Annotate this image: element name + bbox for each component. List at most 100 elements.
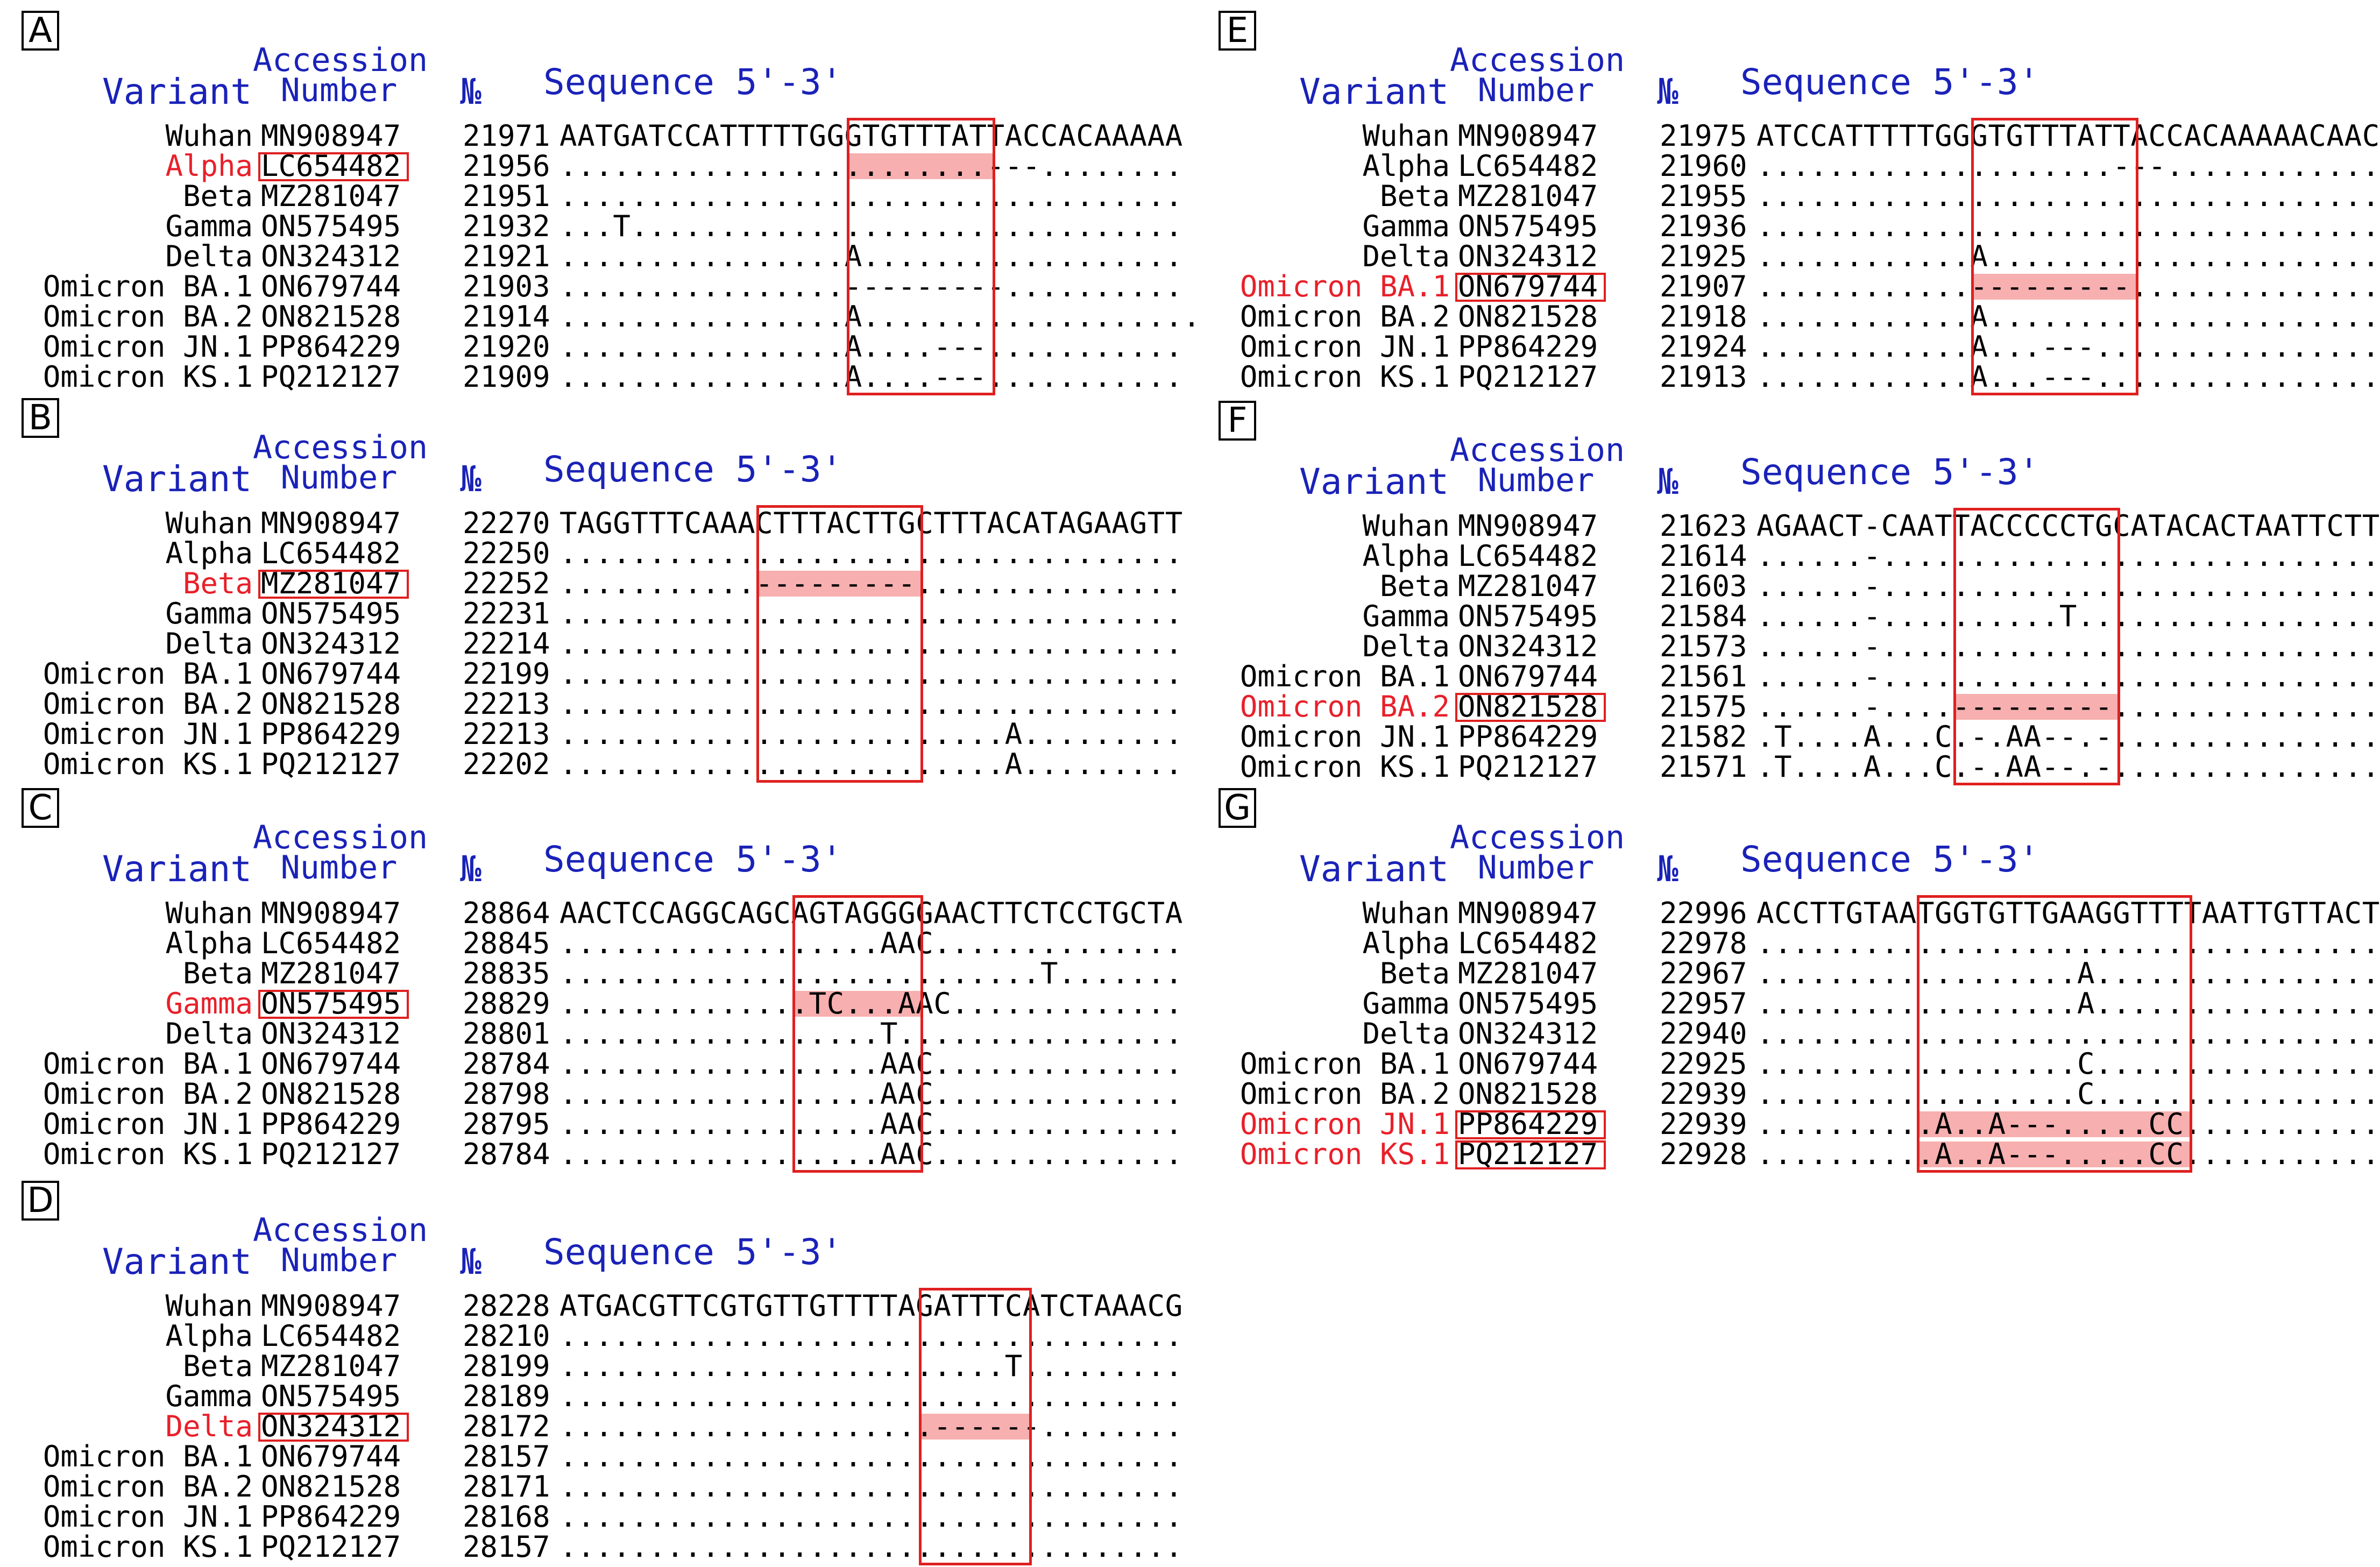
accession-number: LC654482 xyxy=(261,149,401,183)
accession-number: PQ212127 xyxy=(1458,360,1598,394)
sequence: ......-............................ xyxy=(1756,629,2380,663)
accession-number: MN908947 xyxy=(1458,509,1598,543)
accession-number: ON821528 xyxy=(261,687,401,721)
header-variant: Variant xyxy=(102,1241,252,1282)
header-variant: Variant xyxy=(1299,461,1449,502)
variant-name: Omicron BA.2 xyxy=(42,300,253,334)
accession-number: LC654482 xyxy=(261,536,401,570)
variant-name: Beta xyxy=(182,566,253,600)
sequence: ...T............................... xyxy=(559,209,1183,243)
sequence: ......-............................ xyxy=(1756,539,2380,573)
highlight-fill xyxy=(848,153,994,179)
sequence: .T....A...C.-.AA--.-............... xyxy=(1756,720,2380,754)
variant-name: Gamma xyxy=(1362,209,1450,243)
variant-name: Wuhan xyxy=(165,119,253,153)
alignment-row: Beta MZ281047 22967 ..................A....… xyxy=(1219,956,2379,990)
accession-number: LC654482 xyxy=(1458,926,1598,960)
alignment-row: Gamma ON575495 21584 ......-..........T....… xyxy=(1219,601,2379,632)
alignment-row: Delta ON324312 21925 ............A.........… xyxy=(1219,242,2379,272)
variant-name: Omicron BA.2 xyxy=(1239,1077,1450,1111)
panel-f: F Variant Accession Number № Sequence 5'-3' Wu… xyxy=(1219,401,2379,785)
position-number: 28798 xyxy=(463,1077,550,1111)
header-accession-number: Number xyxy=(280,1242,398,1279)
alignment-row: Omicron BA.2 ON821528 21918 ............A..… xyxy=(1219,302,2379,332)
header-variant: Variant xyxy=(102,458,252,500)
variant-name: Omicron BA.2 xyxy=(42,1077,253,1111)
header-accession: Accession xyxy=(253,819,428,856)
accession-number: PQ212127 xyxy=(261,360,401,394)
position-number: 22939 xyxy=(1660,1077,1747,1111)
alignment-row: Omicron BA.1 ON679744 21907 ............---… xyxy=(1219,272,2379,302)
sequence: ................A....---........... xyxy=(559,330,1183,364)
variant-name: Alpha xyxy=(1362,539,1450,573)
sequence: ACCTTGTAATGGTGTTGAAGGTTTTAATTGTTACT xyxy=(1756,896,2380,930)
panel-label: C xyxy=(22,788,59,828)
alignment-row: Alpha LC654482 28845 ..................AAC.… xyxy=(22,928,1182,959)
accession-number: MN908947 xyxy=(261,119,401,153)
variant-name: Gamma xyxy=(165,987,253,1020)
sequence: ................................... xyxy=(1756,179,2380,213)
sequence: ................................... xyxy=(559,179,1183,213)
alignment-row: Omicron BA.2 ON821528 28798...............… xyxy=(22,1077,1182,1111)
position-number: 22996 xyxy=(1660,896,1747,930)
position-number: 21932 xyxy=(463,209,550,243)
sequence: ................A....---........... xyxy=(559,360,1183,394)
accession-number: MZ281047 xyxy=(261,1349,401,1383)
sequence: ............A...................... xyxy=(1756,300,2380,334)
sequence-region-box xyxy=(1971,118,2138,395)
variant-name: Delta xyxy=(1362,1017,1450,1051)
position-number: 22214 xyxy=(463,627,550,661)
accession-number: ON679744 xyxy=(1458,1047,1598,1081)
sequence: AATGATCCATTTTTGGGTGTTTATTACCACAAAAA xyxy=(559,119,1183,153)
alignment-row: Alpha LC654482 21960 ....................--… xyxy=(1219,149,2379,183)
variant-name: Omicron BA.1 xyxy=(1239,660,1450,693)
accession-highlight-box xyxy=(1455,273,1606,302)
position-number: 22967 xyxy=(1660,956,1747,990)
alignment-row: Gamma ON575495 21932 ...T..................… xyxy=(22,209,1182,243)
alignment-row: Gamma ON575495 28189......................… xyxy=(22,1381,1182,1412)
position-number: 22925 xyxy=(1660,1047,1747,1081)
sequence: ..................A................ xyxy=(1756,987,2380,1020)
sequence: ..............TC...AAC............. xyxy=(559,987,1183,1020)
accession-number: MN908947 xyxy=(261,896,401,930)
sequence: ..................AAC.............. xyxy=(559,1077,1183,1111)
variant-name: Alpha xyxy=(1362,149,1450,183)
position-number: 22199 xyxy=(463,657,550,691)
highlight-fill xyxy=(1919,1141,2191,1167)
position-number: 22957 xyxy=(1660,987,1747,1020)
header-accession: Accession xyxy=(253,41,428,79)
alignment-row: Omicron BA.1 ON679744 28157...............… xyxy=(22,1442,1182,1472)
panel-label: A xyxy=(22,11,59,51)
header-variant: Variant xyxy=(102,848,252,890)
accession-number: ON575495 xyxy=(261,597,401,630)
sequence: ..........A..A---.....CC........... xyxy=(1756,1107,2380,1141)
position-number: 21914 xyxy=(463,300,550,334)
header-sequence: Sequence 5'-3' xyxy=(1740,61,2040,103)
header-accession: Accession xyxy=(1450,819,1625,856)
sequence: ......-..........T................. xyxy=(1756,599,2380,633)
accession-number: MZ281047 xyxy=(1458,569,1598,603)
variant-name: Omicron KS.1 xyxy=(42,360,253,394)
accession-number: PP864229 xyxy=(261,330,401,364)
position-number: 21920 xyxy=(463,330,550,364)
position-number: 21971 xyxy=(463,119,550,153)
position-number: 28784 xyxy=(463,1137,550,1171)
alignment-row: Omicron KS.1 PQ212127 22928 ..........A..A-… xyxy=(1219,1139,2379,1169)
sequence: .........................T......... xyxy=(559,1349,1183,1383)
alignment-row: Delta ON324312 28172 .....................-… xyxy=(22,1412,1182,1442)
variant-name: Omicron KS.1 xyxy=(1239,360,1450,394)
variant-name: Omicron BA.2 xyxy=(42,1470,253,1504)
header-accession: Accession xyxy=(1450,431,1625,469)
sequence: .....................------........ xyxy=(559,1409,1183,1443)
position-number: 21603 xyxy=(1660,569,1747,603)
position-number: 28835 xyxy=(463,956,550,990)
highlight-fill xyxy=(1919,1111,2191,1137)
panel-label: B xyxy=(22,398,59,438)
header-accession-number: Number xyxy=(1477,462,1595,499)
accession-number: ON324312 xyxy=(261,627,401,661)
sequence: ..................A................ xyxy=(1756,956,2380,990)
header-accession-number: Number xyxy=(280,459,398,497)
sequence: ................................... xyxy=(559,536,1183,570)
variant-name: Omicron BA.1 xyxy=(1239,1047,1450,1081)
alignment-row: Wuhan MN908947 21975 ATCCATTTTTGGGTGTTTATTA… xyxy=(1219,121,2379,151)
